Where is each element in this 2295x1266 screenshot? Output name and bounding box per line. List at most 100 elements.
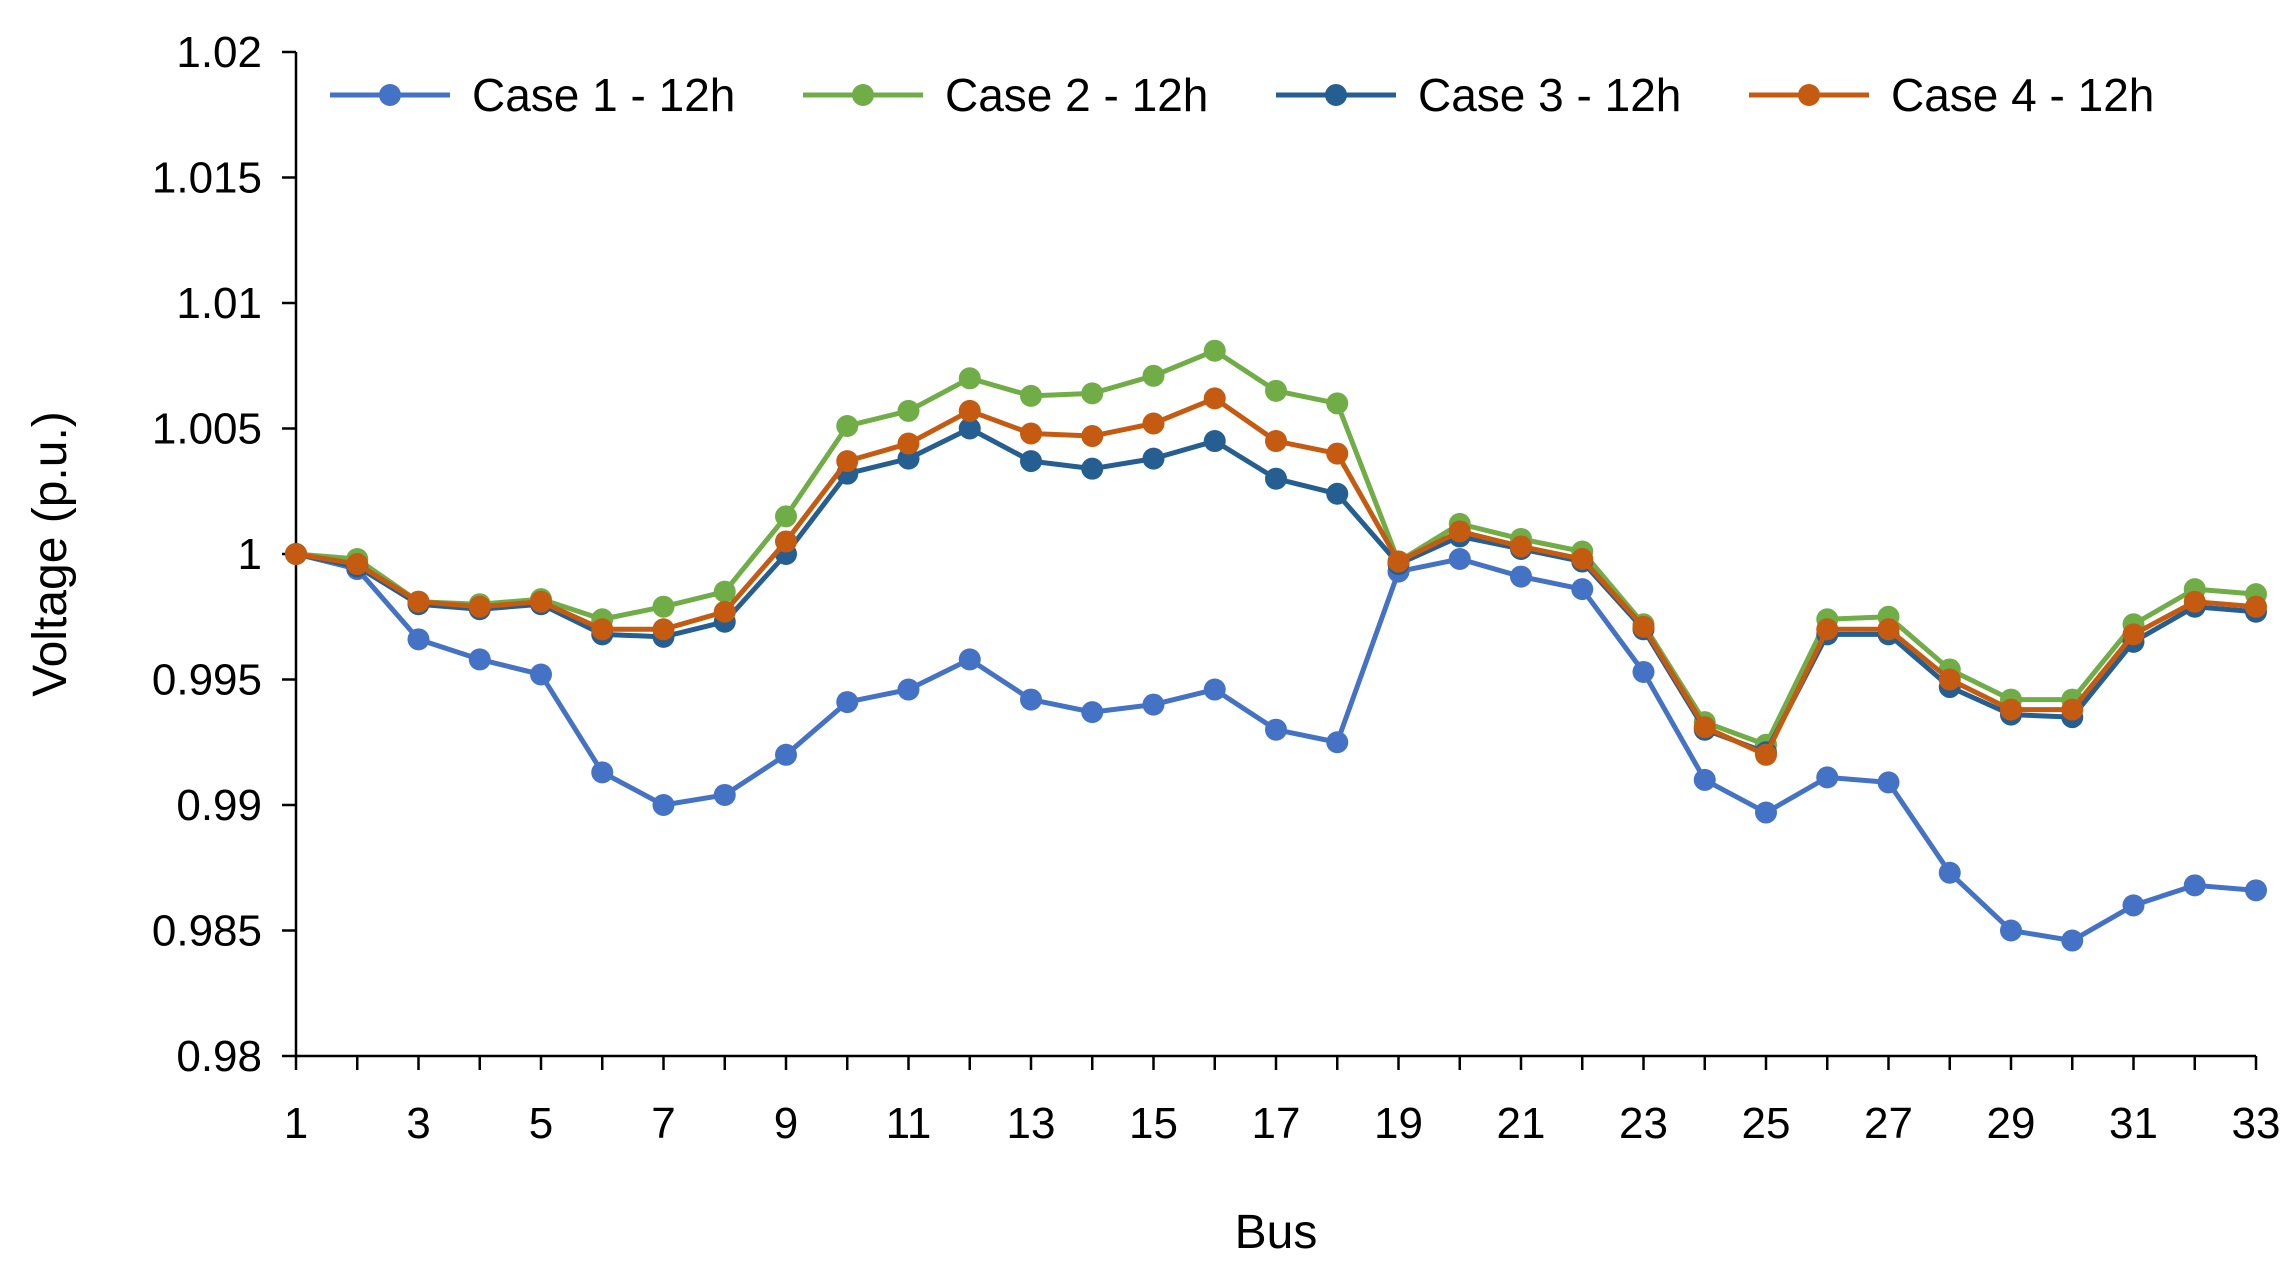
data-point xyxy=(897,447,920,470)
data-point xyxy=(530,590,552,613)
data-point xyxy=(1877,771,1900,794)
x-tick-label: 9 xyxy=(774,1099,798,1148)
y-axis-ticks: 0.98 0.985 0.99 0.995 1 1.005 1.01 1.015 1.02 xyxy=(152,28,296,1081)
y-tick-label: 1.02 xyxy=(176,28,262,77)
legend-label: Case 3 - 12h xyxy=(1418,69,1681,121)
data-point xyxy=(1510,535,1532,558)
data-point xyxy=(2061,929,2084,952)
x-tick-label: 27 xyxy=(1864,1099,1913,1148)
data-point xyxy=(1693,768,1716,791)
y-tick-label: 0.98 xyxy=(176,1032,262,1081)
legend-item-2: Case 2 - 12h xyxy=(803,69,1208,121)
legend-marker xyxy=(852,84,874,106)
data-point xyxy=(713,783,736,806)
data-point xyxy=(1693,716,1716,739)
legend-item-3: Case 3 - 12h xyxy=(1276,69,1681,121)
data-point xyxy=(1203,339,1226,362)
x-tick-label: 1 xyxy=(284,1099,308,1148)
data-point xyxy=(2000,919,2022,942)
legend-item-1: Case 1 - 12h xyxy=(330,69,735,121)
legend-marker xyxy=(1798,84,1820,106)
data-point xyxy=(1265,467,1287,490)
data-point xyxy=(591,618,614,641)
data-point xyxy=(1387,550,1410,573)
data-point xyxy=(1142,447,1165,470)
x-axis-ticks: 1 3 5 7 9 11 13 15 17 19 21 23 25 27 29 31 33 xyxy=(284,1056,2281,1148)
x-tick-label: 15 xyxy=(1129,1099,1178,1148)
legend-marker xyxy=(379,84,401,106)
series-4 xyxy=(285,387,2267,766)
x-tick-label: 3 xyxy=(406,1099,430,1148)
data-point xyxy=(652,794,675,816)
x-axis-title: Bus xyxy=(1235,1206,1318,1259)
y-tick-label: 1.005 xyxy=(152,405,262,454)
data-point xyxy=(2245,595,2267,618)
data-point xyxy=(591,761,614,784)
data-point xyxy=(1448,548,1471,571)
data-point xyxy=(1081,457,1104,480)
x-tick-label: 25 xyxy=(1742,1099,1791,1148)
data-point xyxy=(775,530,797,553)
data-point xyxy=(775,743,797,766)
data-point xyxy=(1203,678,1226,701)
data-point xyxy=(1816,766,1839,789)
y-tick-label: 0.99 xyxy=(176,781,262,830)
data-point xyxy=(1571,578,1594,601)
data-point xyxy=(407,590,430,613)
x-tick-label: 21 xyxy=(1497,1099,1546,1148)
data-point xyxy=(1816,618,1839,641)
data-point xyxy=(1326,482,1349,505)
data-point xyxy=(1020,422,1042,445)
legend: Case 1 - 12h Case 2 - 12h Case 3 - 12h Case… xyxy=(330,69,2154,121)
data-point xyxy=(1142,693,1165,716)
data-point xyxy=(958,648,981,671)
data-point xyxy=(2245,879,2267,902)
data-point xyxy=(836,691,859,714)
data-point xyxy=(1203,430,1226,453)
data-point xyxy=(2183,874,2206,897)
data-point xyxy=(1877,618,1900,641)
series-3 xyxy=(285,417,2267,764)
data-point xyxy=(2061,698,2084,721)
legend-marker xyxy=(1325,84,1347,106)
data-point xyxy=(2000,698,2022,721)
data-point xyxy=(1326,442,1349,465)
data-point xyxy=(958,399,981,422)
data-point xyxy=(1081,382,1104,405)
legend-label: Case 1 - 12h xyxy=(472,69,735,121)
data-point xyxy=(897,432,920,455)
data-point xyxy=(1081,701,1104,724)
data-point xyxy=(652,595,675,618)
legend-label: Case 4 - 12h xyxy=(1891,69,2154,121)
data-point xyxy=(407,628,430,651)
data-point xyxy=(1142,364,1165,387)
data-point xyxy=(530,663,552,686)
x-tick-label: 7 xyxy=(651,1099,675,1148)
y-axis-title: Voltage (p.u.) xyxy=(24,411,77,697)
data-point xyxy=(1265,379,1287,402)
data-point xyxy=(1142,412,1165,435)
x-tick-label: 13 xyxy=(1007,1099,1056,1148)
data-point xyxy=(1081,425,1104,448)
x-tick-label: 33 xyxy=(2232,1099,2281,1148)
data-point xyxy=(1326,731,1349,754)
y-tick-label: 0.985 xyxy=(152,907,262,956)
data-point xyxy=(2122,623,2145,646)
axes xyxy=(294,52,2256,1058)
data-point xyxy=(2183,590,2206,613)
data-point xyxy=(958,417,981,440)
series-1 xyxy=(285,543,2267,952)
x-tick-label: 17 xyxy=(1252,1099,1301,1148)
data-point xyxy=(2122,894,2145,917)
x-tick-label: 19 xyxy=(1374,1099,1423,1148)
data-point xyxy=(775,505,797,528)
legend-item-4: Case 4 - 12h xyxy=(1749,69,2154,121)
data-point xyxy=(285,543,307,565)
data-point xyxy=(468,648,491,671)
data-point xyxy=(836,414,859,437)
x-tick-label: 23 xyxy=(1619,1099,1668,1148)
y-tick-label: 1.015 xyxy=(152,154,262,203)
data-point xyxy=(1510,565,1532,588)
x-tick-label: 11 xyxy=(886,1099,932,1148)
y-tick-label: 1.01 xyxy=(176,279,262,328)
